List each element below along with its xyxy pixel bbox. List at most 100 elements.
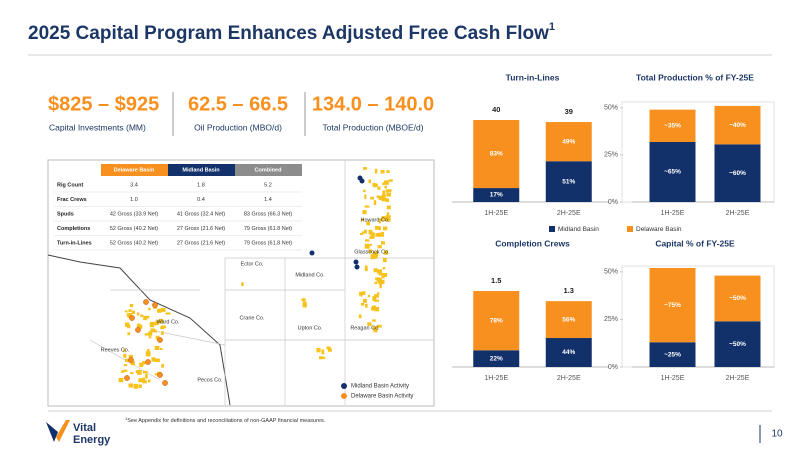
acreage: [370, 196, 375, 200]
acreage: [360, 232, 364, 235]
cell: 79 Gross (61.8 Net): [244, 240, 292, 246]
delaware-activity: [129, 315, 135, 321]
acreage: [382, 257, 387, 263]
acreage: [165, 312, 171, 315]
row-label: Spuds: [57, 211, 74, 217]
acreage: [364, 205, 370, 208]
acreage: [128, 309, 132, 312]
acreage: [159, 347, 163, 351]
acreage: [142, 380, 147, 384]
acreage: [367, 294, 371, 298]
acreage: [135, 370, 138, 373]
acreage: [145, 351, 151, 357]
bar-segment: [473, 350, 520, 367]
title-text: 2025 Capital Program Enhances Adjusted F…: [28, 23, 549, 44]
bar-segment: [649, 109, 696, 142]
acreage: [148, 336, 152, 339]
page-number: 10: [771, 429, 783, 440]
acreage: [160, 325, 166, 329]
delaware-activity: [157, 372, 163, 378]
cell: 27 Gross (21.6 Net): [177, 226, 225, 232]
bar-segment: [473, 291, 520, 351]
acreage: [372, 182, 376, 187]
footnote-marker: 1: [125, 416, 128, 421]
map-legend: Midland Basin Activity Delaware Basin Ac…: [341, 383, 413, 400]
acreage: [382, 266, 386, 270]
acreage: [372, 232, 375, 237]
acreage: [130, 361, 135, 366]
slide-title: 2025 Capital Program Enhances Adjusted F…: [28, 21, 555, 44]
county-label: Midland Co.: [295, 272, 325, 278]
acreage: [377, 269, 382, 274]
kpi-value: 134.0 – 140.0: [312, 93, 434, 115]
cell: 83 Gross (66.3 Net): [244, 211, 292, 217]
acreage: [381, 194, 386, 198]
cell: 41 Gross (32.4 Net): [177, 211, 225, 217]
cell: 1.4: [264, 197, 272, 203]
acreage: [154, 373, 160, 376]
acreage: [364, 229, 367, 234]
acreage: [126, 313, 131, 317]
legend-dot: [341, 383, 347, 389]
acreage: [364, 243, 370, 249]
x-tick-label: 1H-25E: [661, 375, 685, 382]
acreage: [372, 326, 378, 329]
value-label: ~65%: [664, 169, 681, 176]
acreage: [161, 364, 165, 368]
acreage: [157, 308, 162, 313]
acreage: [361, 231, 365, 234]
kpi-label: Total Production (MBOE/d): [322, 122, 423, 132]
acreage: [124, 310, 128, 313]
acreage: [161, 307, 166, 312]
acreage: [137, 369, 142, 375]
value-label: 17%: [490, 192, 503, 199]
kpi-label: Oil Production (MBO/d): [194, 122, 282, 132]
county-label: Pecos Co.: [197, 377, 223, 383]
acreage: [364, 268, 368, 272]
acreage: [374, 281, 378, 285]
bar-segment: [649, 342, 696, 367]
acreage: [125, 322, 130, 327]
cell: 52 Gross (40.2 Net): [110, 240, 158, 246]
acreage: [141, 377, 146, 381]
cell: 52 Gross (40.2 Net): [110, 226, 158, 232]
row-label: Turn-in-Lines: [57, 240, 92, 246]
acreage: [382, 190, 386, 195]
bar-segment: [473, 120, 520, 189]
acreage: [138, 378, 144, 383]
acreage: [137, 324, 143, 329]
value-label: 51%: [562, 178, 575, 185]
acreage: [373, 255, 378, 259]
acreage: [327, 348, 332, 352]
acreage: [383, 180, 387, 185]
chart-title: Completion Crews: [495, 238, 570, 248]
acreage: [361, 291, 366, 295]
value-label: 22%: [490, 355, 503, 362]
legend-label: Midland Basin Activity: [351, 384, 409, 390]
footnote-text: See Appendix for definitions and reconci…: [127, 418, 325, 424]
acreage: [361, 218, 364, 222]
acreage: [364, 194, 367, 200]
y-tick-label: 25%: [604, 316, 618, 323]
table: Delaware Basin Midland Basin Combined Rig C…: [52, 163, 302, 251]
acreage: [374, 306, 380, 312]
acreage: [363, 189, 366, 193]
acreage: [374, 168, 378, 174]
midland-activity: [359, 178, 365, 184]
cell: 27 Gross (21.6 Net): [177, 240, 225, 246]
acreage: [376, 195, 380, 199]
acreage: [382, 197, 387, 202]
acreage: [131, 310, 136, 315]
bar-segment: [545, 122, 592, 162]
acreage: [130, 372, 134, 375]
table-background: [52, 163, 302, 251]
acreage: [381, 231, 384, 237]
legend-label: Delaware Basin Activity: [351, 394, 413, 400]
value-label: 44%: [562, 349, 575, 356]
acreage: [144, 333, 149, 336]
legend-swatch: [549, 226, 555, 232]
acreage: [362, 210, 367, 215]
total-label: 1.3: [564, 286, 574, 295]
acreage: [374, 296, 377, 302]
